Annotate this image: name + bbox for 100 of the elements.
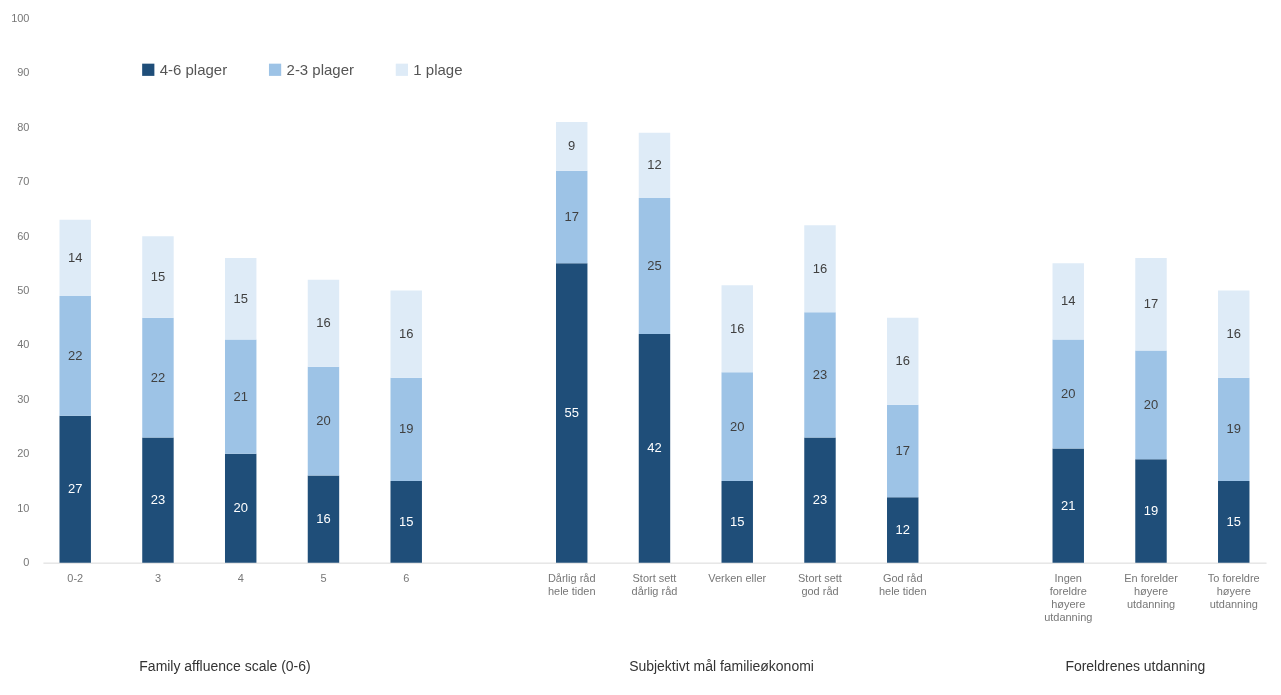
y-tick-label: 20	[17, 447, 30, 460]
data-label: 23	[812, 492, 828, 508]
bar	[887, 404, 919, 498]
data-label: 14	[67, 249, 83, 265]
bar	[556, 263, 588, 563]
x-tick-label: 6	[403, 572, 410, 585]
data-label: 16	[399, 326, 414, 342]
bar	[1052, 339, 1084, 449]
x-tick-label: Ingen foreldre høyere utdanning	[1044, 572, 1093, 624]
bar	[638, 198, 671, 335]
bar	[224, 339, 257, 454]
data-label: 16	[1226, 326, 1241, 342]
data-label: 12	[895, 522, 910, 537]
legend-label: 2-3 plager	[286, 60, 354, 78]
data-label: 17	[564, 209, 579, 225]
data-label: 19	[399, 421, 414, 437]
data-label: 42	[647, 440, 662, 456]
data-label: 14	[1061, 293, 1076, 309]
bar	[307, 475, 340, 563]
bar	[721, 285, 753, 373]
bar	[390, 481, 422, 563]
bar	[224, 257, 257, 340]
bar	[804, 312, 836, 438]
data-label: 17	[1143, 296, 1159, 312]
bar	[638, 334, 671, 563]
x-tick-label: 3	[154, 572, 162, 585]
data-label: 20	[1061, 385, 1076, 401]
bar	[142, 317, 174, 438]
bar	[1135, 350, 1167, 460]
legend-label: 1 plage	[413, 60, 463, 78]
text: Subjektivt mål familieøkonomi	[629, 658, 814, 675]
data-label: 15	[1226, 513, 1241, 529]
bar	[307, 279, 340, 367]
bar	[887, 317, 919, 405]
data-label: 20	[1143, 396, 1159, 412]
data-label: 15	[150, 268, 166, 284]
bar	[638, 132, 671, 199]
bar	[59, 296, 91, 416]
data-label: 15	[730, 513, 745, 529]
bar	[804, 437, 836, 563]
x-tick-label: Dårlig råd hele tiden	[547, 572, 596, 598]
bar	[142, 236, 174, 318]
data-label: 16	[812, 260, 828, 276]
x-tick-label: God råd hele tiden	[878, 572, 927, 598]
data-label: 55	[564, 405, 579, 421]
bar	[1218, 377, 1250, 482]
bar	[59, 219, 91, 297]
y-tick-label: 70	[17, 175, 30, 188]
bar	[804, 225, 836, 313]
bar	[224, 453, 257, 563]
y-tick-label: 60	[17, 229, 30, 242]
y-tick-label: 90	[17, 66, 30, 79]
data-label: 15	[399, 513, 414, 529]
data-label: 19	[1226, 421, 1241, 437]
y-tick-label: 40	[17, 338, 30, 351]
data-label: 16	[316, 511, 331, 527]
bar	[556, 170, 588, 264]
y-tick-label: 50	[17, 284, 30, 297]
data-label: 27	[67, 481, 83, 497]
x-tick-label: 0-2	[67, 572, 84, 585]
data-label: 16	[316, 315, 331, 331]
x-tick-label: 5	[320, 572, 327, 585]
bar	[1218, 290, 1250, 378]
data-label: 9	[568, 138, 576, 154]
data-label: 15	[233, 290, 248, 306]
data-label: 19	[1143, 502, 1159, 518]
bar	[721, 481, 753, 563]
bar	[556, 121, 588, 171]
data-label: 12	[647, 157, 662, 173]
bar	[1052, 448, 1084, 563]
data-label: 17	[895, 443, 910, 459]
bar	[59, 415, 91, 563]
data-label: 21	[233, 388, 248, 404]
y-tick-label: 30	[17, 392, 30, 405]
data-label: 25	[647, 258, 662, 274]
x-tick-label: Stort sett god råd	[798, 572, 842, 598]
data-label: 20	[316, 413, 331, 429]
bar	[1052, 263, 1084, 340]
x-tick-label: 4	[237, 572, 244, 585]
x-tick-label: En forelder høyere utdanning	[1124, 572, 1179, 611]
y-tick-label: 10	[17, 501, 30, 514]
y-tick-label: 0	[23, 556, 30, 569]
data-label: 23	[812, 366, 828, 382]
data-label: 20	[730, 418, 745, 434]
bar	[887, 497, 919, 563]
x-tick-label: To foreldre høyere utdanning	[1207, 572, 1260, 611]
bar	[721, 372, 753, 482]
text: Foreldrenes utdanning	[1065, 658, 1206, 675]
bar	[142, 437, 174, 563]
data-label: 21	[1061, 497, 1076, 513]
bar	[1135, 257, 1167, 351]
bar	[390, 290, 422, 378]
data-label: 20	[233, 500, 248, 516]
data-label: 16	[895, 353, 910, 369]
data-label: 23	[150, 492, 166, 508]
data-label: 22	[150, 369, 166, 385]
legend-label: 4-6 plager	[159, 60, 228, 78]
bar	[390, 377, 422, 482]
data-label: 22	[67, 347, 83, 363]
text: Family affluence scale (0-6)	[139, 658, 311, 675]
